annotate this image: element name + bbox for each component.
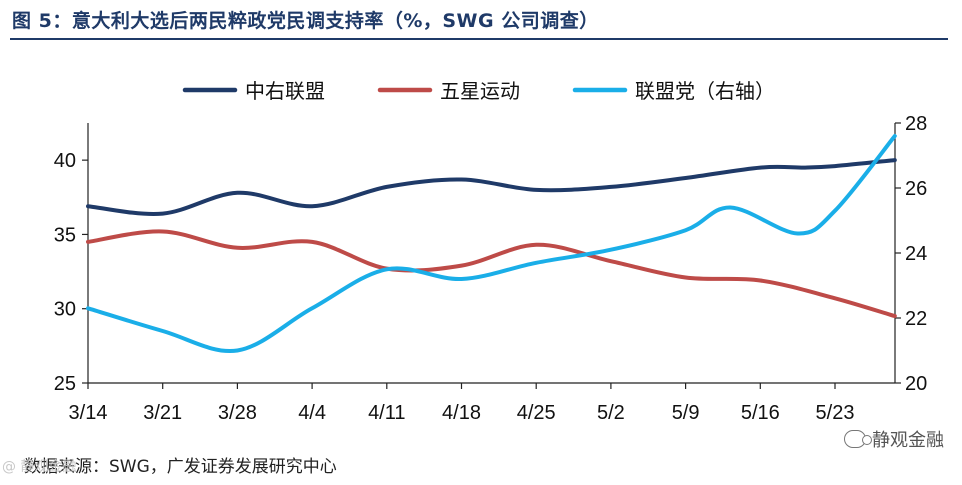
- title-divider: [10, 38, 948, 40]
- left-tick-label: 25: [54, 373, 76, 395]
- left-tick-label: 30: [54, 299, 76, 321]
- right-tick-label: 22: [905, 308, 927, 330]
- x-tick-label: 5/9: [672, 402, 700, 424]
- x-tick-label: 3/28: [218, 402, 257, 424]
- series-line-1: [86, 158, 897, 216]
- legend: 中右联盟 五星运动 联盟党（右轴）: [182, 79, 775, 103]
- x-tick-label: 4/25: [517, 402, 556, 424]
- series-line-3: [86, 134, 897, 354]
- x-tick-label: 3/21: [143, 402, 182, 424]
- right-tick-label: 20: [905, 373, 927, 395]
- left-tick-label: 40: [54, 150, 76, 172]
- x-tick-label: 5/2: [597, 402, 625, 424]
- x-tick-label: 4/18: [442, 402, 481, 424]
- axes: [82, 122, 901, 389]
- series-lines: [86, 134, 897, 354]
- legend-label-2: 五星运动: [440, 79, 520, 103]
- watermark-corner: @ 静观金融: [2, 459, 77, 475]
- x-tick-label: 4/4: [298, 402, 326, 424]
- source-note: 数据来源：SWG，广发证券发展研究中心: [24, 457, 337, 477]
- left-tick-label: 35: [54, 224, 76, 246]
- x-tick-label: 4/11: [368, 402, 405, 424]
- watermark-brand: 静观金融: [844, 426, 944, 452]
- chart-title: 图 5：意大利大选后两民粹政党民调支持率（%，SWG 公司调查）: [12, 10, 599, 32]
- legend-label-1: 中右联盟: [245, 79, 325, 103]
- legend-label-3: 联盟党（右轴）: [635, 79, 775, 103]
- x-tick-label: 5/16: [741, 402, 780, 424]
- tick-labels: 25 30 35 40 20 22 24 26 28 3/14 3/21 3/28 4/4 4/11 4/1…: [54, 113, 928, 424]
- series-line-2: [86, 229, 897, 319]
- right-tick-label: 24: [905, 243, 927, 265]
- x-tick-label: 5/23: [816, 402, 855, 424]
- right-tick-label: 26: [905, 178, 927, 200]
- right-tick-label: 28: [905, 113, 927, 135]
- x-tick-label: 3/14: [69, 402, 108, 424]
- watermark-brand-label: 静观金融: [872, 430, 944, 451]
- wechat-icon: [844, 430, 872, 448]
